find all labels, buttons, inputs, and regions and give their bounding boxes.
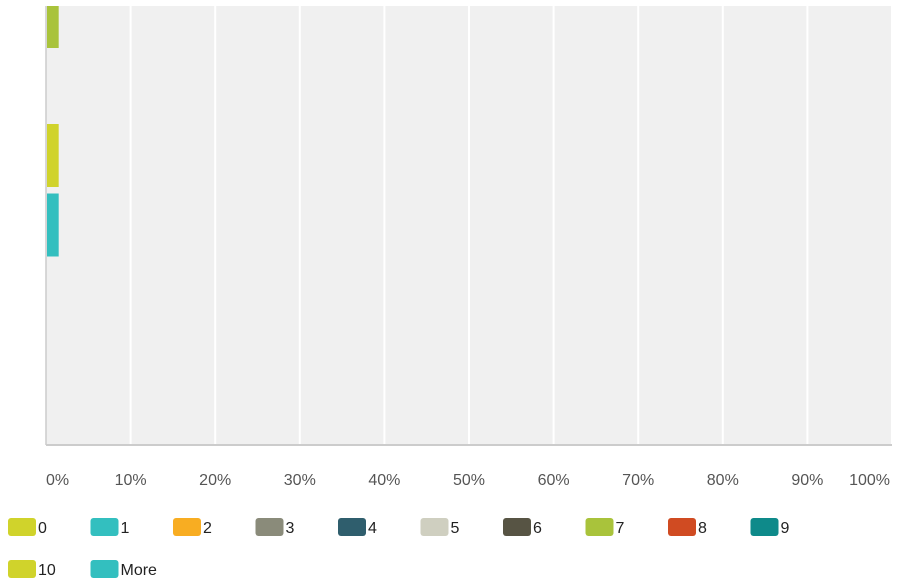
x-tick-label: 40% (368, 472, 400, 489)
legend-item-8: 8 (668, 518, 707, 537)
legend-label: 0 (38, 520, 47, 537)
legend-label: 1 (121, 520, 130, 537)
legend-label: 10 (38, 562, 56, 579)
x-tick-label: 90% (791, 472, 823, 489)
legend-label: 2 (203, 520, 212, 537)
x-tick-label: 20% (199, 472, 231, 489)
legend-swatch (173, 518, 201, 536)
legend-item-10: 10 (8, 560, 56, 579)
legend-swatch (750, 518, 779, 536)
legend-label: 7 (616, 520, 625, 537)
legend-swatch (90, 518, 119, 536)
legend-item-6: 6 (503, 518, 542, 537)
legend-item-2: 2 (173, 518, 212, 537)
legend-label: 9 (781, 520, 790, 537)
legend-swatch (585, 518, 614, 536)
legend-swatch (503, 518, 531, 536)
x-axis (45, 6, 892, 446)
legend: 0 1 2 3 4 5 6 7 8 9 10 More (8, 518, 790, 579)
x-tick-label: 30% (284, 472, 316, 489)
x-tick-labels: 0% 10% 20% 30% 40% 50% 60% 70% 80% 90% 100% (46, 472, 890, 489)
grid-lines (129, 6, 893, 445)
legend-label: 8 (698, 520, 707, 537)
legend-item-7: 7 (585, 518, 625, 537)
bar-more (47, 193, 59, 257)
x-tick-label: 60% (538, 472, 570, 489)
legend-label: 4 (368, 520, 377, 537)
x-tick-label: 80% (707, 472, 739, 489)
legend-label: More (121, 562, 158, 579)
legend-label: 5 (451, 520, 460, 537)
legend-swatch (338, 518, 366, 536)
bars (47, 6, 59, 257)
legend-item-9: 9 (750, 518, 790, 537)
x-tick-label: 100% (849, 472, 890, 489)
legend-label: 6 (533, 520, 542, 537)
x-tick-label: 70% (622, 472, 654, 489)
x-tick-label: 10% (115, 472, 147, 489)
bar-7 (47, 6, 59, 48)
legend-item-5: 5 (420, 518, 460, 537)
bar-10 (47, 124, 59, 187)
legend-swatch (90, 560, 119, 578)
legend-item-1: 1 (90, 518, 130, 537)
x-tick-label: 0% (46, 472, 69, 489)
legend-label: 3 (286, 520, 295, 537)
legend-swatch (668, 518, 696, 536)
legend-item-more: More (90, 560, 158, 579)
legend-swatch (420, 518, 449, 536)
legend-item-4: 4 (338, 518, 377, 537)
legend-swatch (8, 560, 36, 578)
legend-item-3: 3 (255, 518, 295, 537)
legend-swatch (8, 518, 36, 536)
x-tick-label: 50% (453, 472, 485, 489)
legend-item-0: 0 (8, 518, 47, 537)
legend-swatch (255, 518, 284, 536)
